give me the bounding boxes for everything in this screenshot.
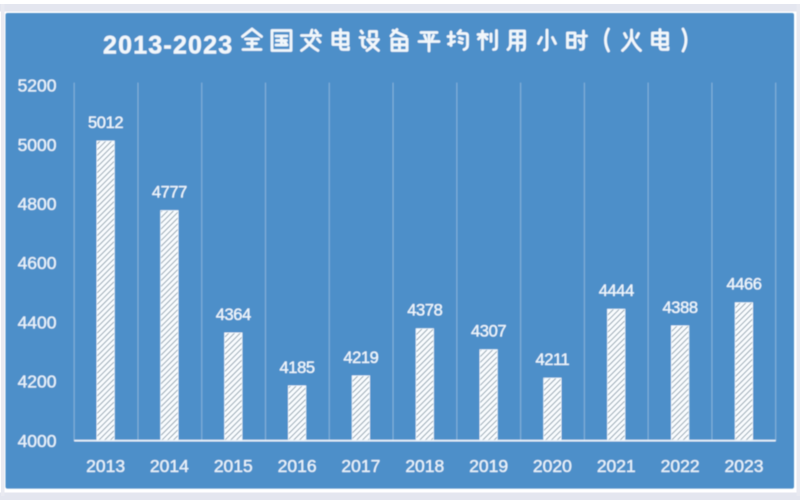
svg-text:2013-2023: 2013-2023 [103,32,233,60]
svg-text:4000: 4000 [18,431,57,451]
svg-text:2023: 2023 [725,456,764,476]
svg-text:4211: 4211 [535,351,569,369]
svg-text:2014: 2014 [150,456,189,476]
svg-text:2015: 2015 [214,456,253,476]
svg-text:4364: 4364 [216,306,251,324]
svg-text:4777: 4777 [152,184,187,202]
svg-text:4185: 4185 [280,359,315,377]
svg-text:2021: 2021 [597,456,636,476]
svg-text:5012: 5012 [88,114,123,132]
svg-text:4466: 4466 [726,276,761,294]
svg-text:4307: 4307 [471,323,506,341]
svg-text:5000: 5000 [18,135,57,155]
svg-text:2020: 2020 [533,456,572,476]
svg-text:4444: 4444 [599,282,634,300]
svg-text:4378: 4378 [407,302,442,320]
svg-text:5200: 5200 [18,76,57,96]
svg-text:4400: 4400 [18,312,57,332]
svg-text:2013: 2013 [86,456,125,476]
svg-text:2019: 2019 [469,456,508,476]
svg-text:2018: 2018 [405,456,444,476]
svg-text:2016: 2016 [278,456,317,476]
svg-text:2017: 2017 [341,456,380,476]
svg-text:2022: 2022 [661,456,700,476]
svg-text:4219: 4219 [343,349,378,367]
svg-text:4600: 4600 [18,253,57,273]
svg-text:4800: 4800 [18,194,57,214]
svg-text:4388: 4388 [663,299,698,317]
svg-text:4200: 4200 [18,372,57,392]
